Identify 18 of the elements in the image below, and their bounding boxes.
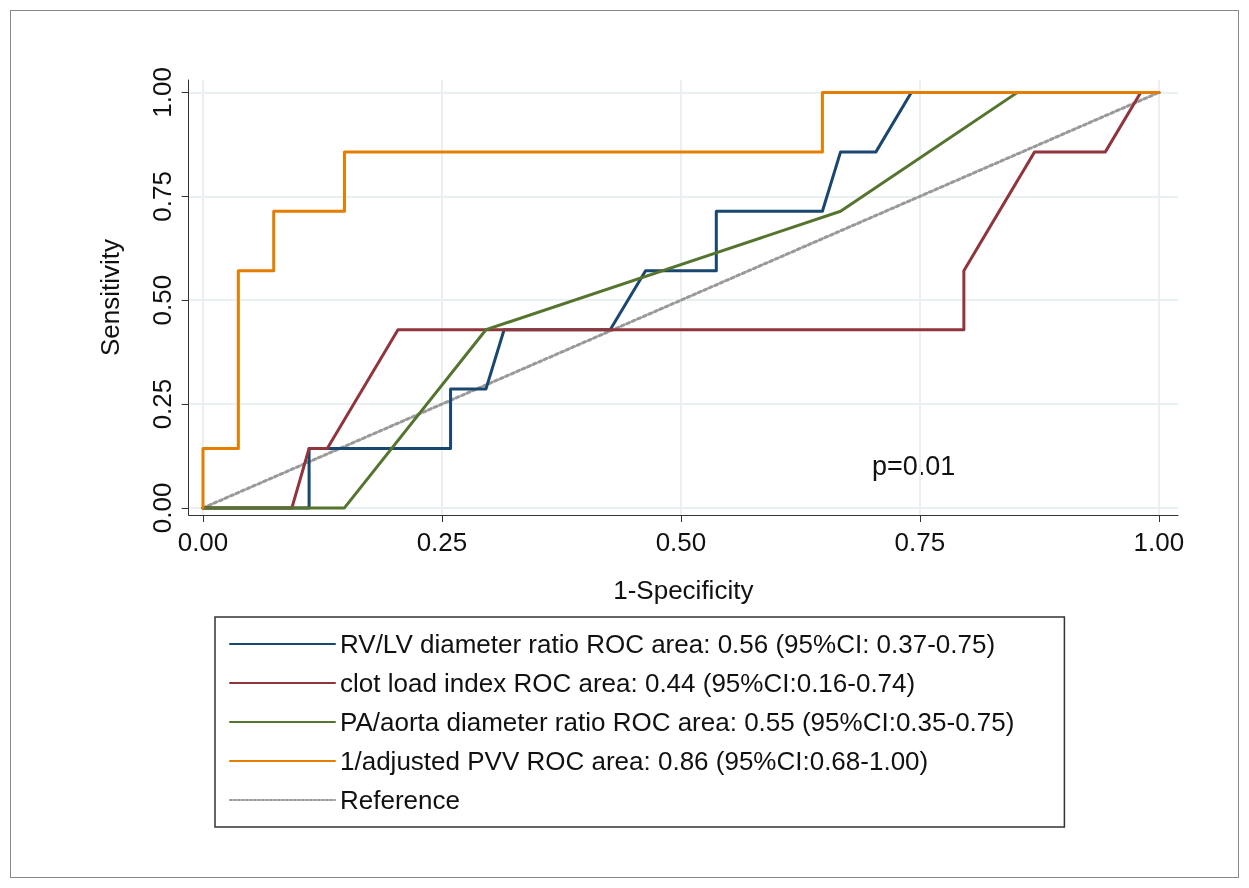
legend-label: RV/LV diameter ratio ROC area: 0.56 (95%CI: 0.37-0.75) <box>340 629 996 659</box>
legend-label: clot load index ROC area: 0.44 (95%CI:0.16-0.74) <box>340 668 916 698</box>
y-tick-label: 0.25 <box>146 378 177 430</box>
x-tick-label: 0.50 <box>655 527 707 557</box>
x-tick-label: 0.75 <box>894 527 946 557</box>
line-series <box>201 90 1161 510</box>
x-tick-label: 0.00 <box>177 527 229 557</box>
y-tick-label: 1.00 <box>146 67 177 118</box>
y-axis-title: Sensitivity <box>94 238 125 357</box>
legend-label: PA/aorta diameter ratio ROC area: 0.55 (95%CI:0.35-0.75) <box>340 707 1015 737</box>
x-axis-title: 1-Specificity <box>613 575 754 605</box>
legend-label: 1/adjusted PVV ROC area: 0.86 (95%CI:0.68-1.00) <box>340 746 929 776</box>
x-tick-label: 0.25 <box>416 527 468 557</box>
y-tick-label: 0.75 <box>146 171 177 222</box>
y-tick-label: 0.50 <box>146 274 177 326</box>
annotation: p=0.01 <box>872 450 956 481</box>
x-tick-label: 1.00 <box>1133 527 1185 557</box>
legend-label: Reference <box>340 785 460 815</box>
